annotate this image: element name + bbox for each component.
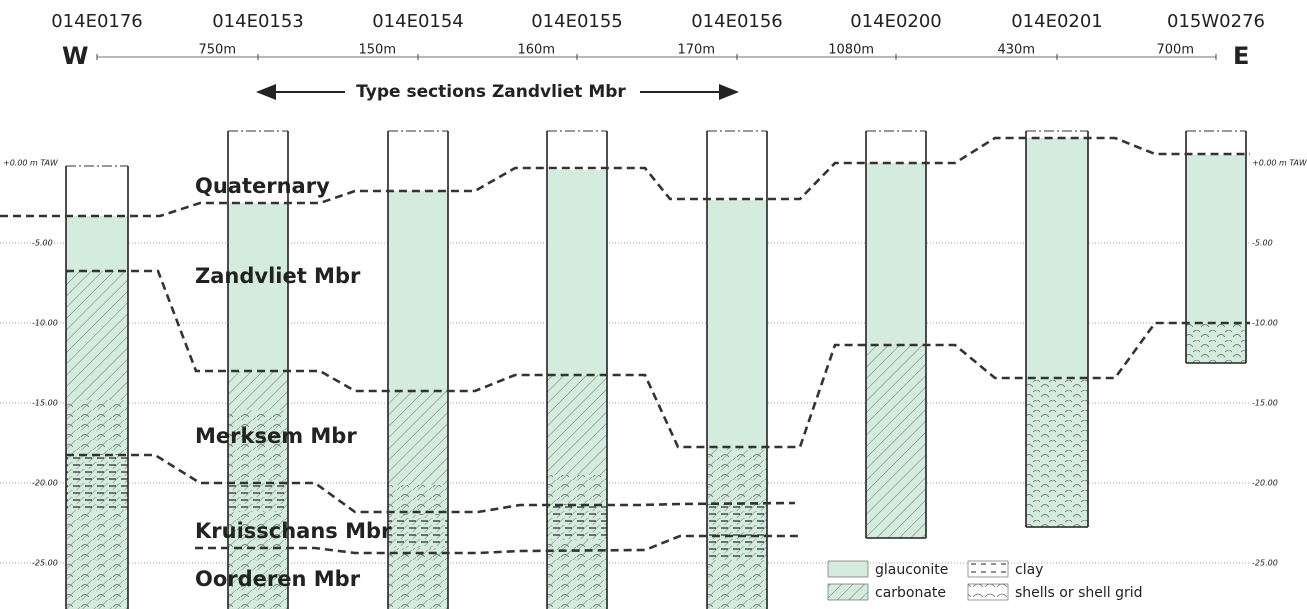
unit-label: Merksem Mbr — [195, 424, 357, 448]
depth-label: -15.00 — [32, 399, 58, 408]
shells — [1026, 378, 1088, 527]
glauconite — [547, 170, 607, 375]
clay — [388, 515, 448, 548]
legend-label: shells or shell grid — [1015, 585, 1143, 601]
east-label: E — [1233, 42, 1249, 70]
borehole-label: 014E0156 — [691, 11, 783, 32]
legend: glauconite carbonate clay shells or shel… — [828, 561, 1143, 601]
shells — [1186, 323, 1246, 363]
distance-label: 430m — [998, 43, 1035, 58]
depth-label: -10.00 — [32, 319, 58, 328]
glauconite — [1186, 155, 1246, 323]
borehole-label: 014E0155 — [531, 11, 623, 32]
borehole-label: 014E0200 — [850, 11, 942, 32]
distance-label: 170m — [678, 43, 715, 58]
unit-label: Oorderen Mbr — [195, 567, 361, 591]
unit-label: Kruisschans Mbr — [195, 519, 392, 543]
depth-label: -10.00 — [1252, 319, 1278, 328]
borehole-label: 014E0176 — [51, 11, 143, 32]
cross-section: W E Type sections Zandvliet Mbr glauconi… — [0, 0, 1307, 609]
clay — [66, 455, 128, 510]
borehole-label: 014E0153 — [212, 11, 304, 32]
distance-label: 160m — [518, 43, 555, 58]
borehole-label: 014E0201 — [1011, 11, 1103, 32]
clay — [707, 505, 767, 560]
borehole-label: 015W0276 — [1167, 11, 1265, 32]
glauconite — [388, 191, 448, 391]
unit-label: Zandvliet Mbr — [195, 264, 361, 288]
depth-label: -5.00 — [32, 239, 53, 248]
west-label: W — [62, 42, 88, 70]
depth-label: -25.00 — [32, 559, 58, 568]
carbonate — [866, 345, 926, 538]
shells — [547, 475, 607, 609]
glauconite — [707, 200, 767, 447]
distance-label: 1080m — [828, 43, 874, 58]
unit-label: Quaternary — [195, 174, 330, 198]
distance-label: 750m — [199, 43, 236, 58]
depth-label: -20.00 — [1252, 479, 1278, 488]
depth-label: -20.00 — [32, 479, 58, 488]
glauconite — [1026, 138, 1088, 378]
depth-label: +0.00 m TAW — [1252, 159, 1307, 168]
borehole-label: 014E0154 — [372, 11, 464, 32]
depth-label: -15.00 — [1252, 399, 1278, 408]
type-section-label: Type sections Zandvliet Mbr — [356, 82, 626, 102]
legend-label: glauconite — [875, 562, 948, 578]
clay — [547, 505, 607, 540]
legend-label: clay — [1015, 562, 1043, 578]
legend-label: carbonate — [875, 585, 946, 601]
depth-label: +0.00 m TAW — [3, 159, 59, 168]
glauconite — [866, 163, 926, 345]
distance-label: 700m — [1157, 43, 1194, 58]
depth-label: -5.00 — [1252, 239, 1273, 248]
distance-label: 150m — [359, 43, 396, 58]
depth-label: -25.00 — [1252, 559, 1278, 568]
clay — [228, 480, 288, 512]
glauconite — [66, 216, 128, 271]
